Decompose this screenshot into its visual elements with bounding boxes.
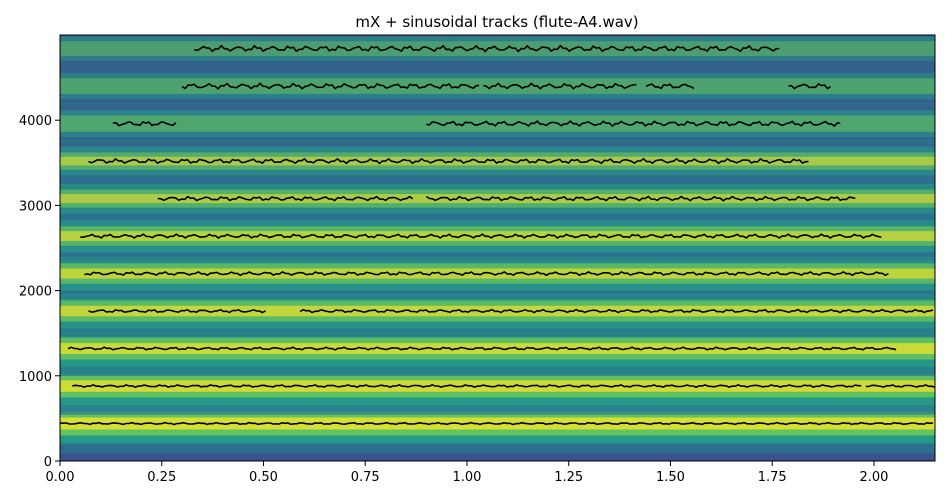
track-10-segment-4 — [788, 83, 831, 90]
y-axis: 0 1000 2000 3000 4000 — [19, 114, 60, 470]
chart-title: mX + sinusoidal tracks (flute-A4.wav) — [355, 13, 638, 31]
track-2-segment-2 — [865, 384, 935, 388]
track-2-segment-1 — [72, 384, 862, 389]
x-tick-label: 0.50 — [249, 470, 278, 485]
track-10-segment-1 — [181, 82, 480, 90]
track-3-segment-1 — [67, 346, 897, 351]
x-tick-label: 1.50 — [656, 470, 685, 485]
harmonic-bands — [60, 35, 935, 454]
track-5-segment-1 — [84, 270, 889, 277]
harmonic-band-7 — [60, 194, 935, 204]
track-7-segment-2 — [425, 195, 856, 202]
y-tick-label: 3000 — [19, 199, 52, 214]
track-4-segment-1 — [88, 308, 266, 314]
y-tick-label: 2000 — [19, 285, 52, 300]
harmonic-band-11 — [60, 35, 935, 68]
x-tick-label: 0.25 — [147, 470, 176, 485]
x-axis: 0.00 0.25 0.50 0.75 1.00 1.25 1.50 1.75 2.00 — [46, 461, 888, 485]
track-1-segment-1 — [60, 421, 934, 426]
track-6-segment-1 — [80, 233, 882, 239]
harmonic-band-8 — [60, 156, 935, 166]
x-tick-label: 1.75 — [758, 470, 787, 485]
track-10-segment-3 — [645, 83, 695, 90]
harmonic-band-10 — [60, 78, 935, 94]
sinusoidal-tracks — [60, 44, 935, 426]
track-11-segment-1 — [194, 44, 780, 53]
x-tick-label: 0.75 — [351, 470, 380, 485]
track-8-segment-1 — [88, 157, 809, 165]
track-4-segment-2 — [299, 308, 934, 314]
x-tick-label: 1.00 — [453, 470, 482, 485]
y-tick-label: 1000 — [19, 370, 52, 385]
y-tick-label: 4000 — [19, 114, 52, 129]
x-tick-label: 1.25 — [554, 470, 583, 485]
track-9-segment-1 — [112, 121, 177, 127]
x-tick-label: 0.00 — [46, 470, 75, 485]
track-10-segment-2 — [483, 82, 637, 90]
x-tick-label: 2.00 — [859, 470, 888, 485]
track-9-segment-2 — [426, 120, 841, 128]
plot-area — [60, 35, 935, 461]
y-tick-label: 0 — [44, 455, 52, 470]
track-7-segment-1 — [157, 195, 414, 202]
plot-frame — [59, 34, 936, 462]
